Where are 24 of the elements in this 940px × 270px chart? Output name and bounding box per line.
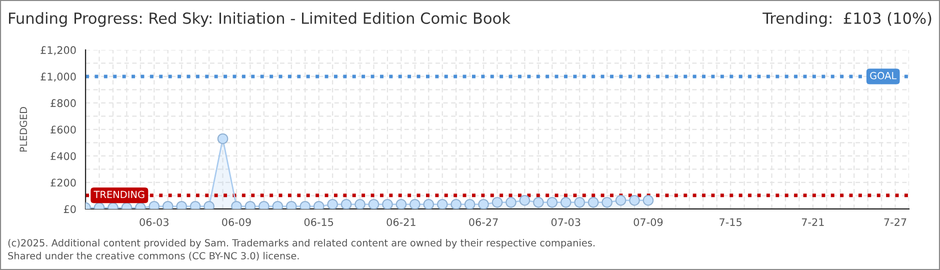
x-tick-label: 07-09 <box>634 218 663 226</box>
text: (c)2025. Additional content provided by Sam. Trademarks and related content are owned by their respective companies. <box>8 238 595 248</box>
x-tick-label: 07-03 <box>551 218 580 226</box>
y-tick-label: £1,200 <box>40 46 76 56</box>
x-tick-label: 06-15 <box>304 218 334 226</box>
chart-subtitle: Trending: £103 (10%) <box>762 12 932 27</box>
ref-line-label: GOAL <box>870 72 897 80</box>
ref-line-label: TRENDING <box>94 190 144 198</box>
x-tick-label: 06-03 <box>140 218 168 226</box>
y-tick-label: £400 <box>50 152 76 160</box>
y-tick-label: £1,000 <box>40 72 76 82</box>
x-tick-label: 06-21 <box>386 218 416 226</box>
y-axis-title: PLEDGED <box>20 107 28 152</box>
x-tick-label: 06-09 <box>222 218 251 226</box>
x-tick-label: 7-21 <box>802 218 824 226</box>
y-tick-label: £200 <box>50 178 76 187</box>
x-tick-label: 06-27 <box>469 218 498 226</box>
y-tick-label: £800 <box>50 99 76 108</box>
y-tick-label: £600 <box>50 126 76 134</box>
chart-title: Funding Progress: Red Sky: Initiation - Limited Edition Comic Book <box>9 12 510 27</box>
x-tick-label: 7-27 <box>884 218 906 226</box>
y-tick-label: £0 <box>64 205 76 214</box>
text: Shared under the creative commons (CC BY-NC 3.0) license. <box>8 252 299 261</box>
x-tick-label: 7-15 <box>720 218 742 226</box>
